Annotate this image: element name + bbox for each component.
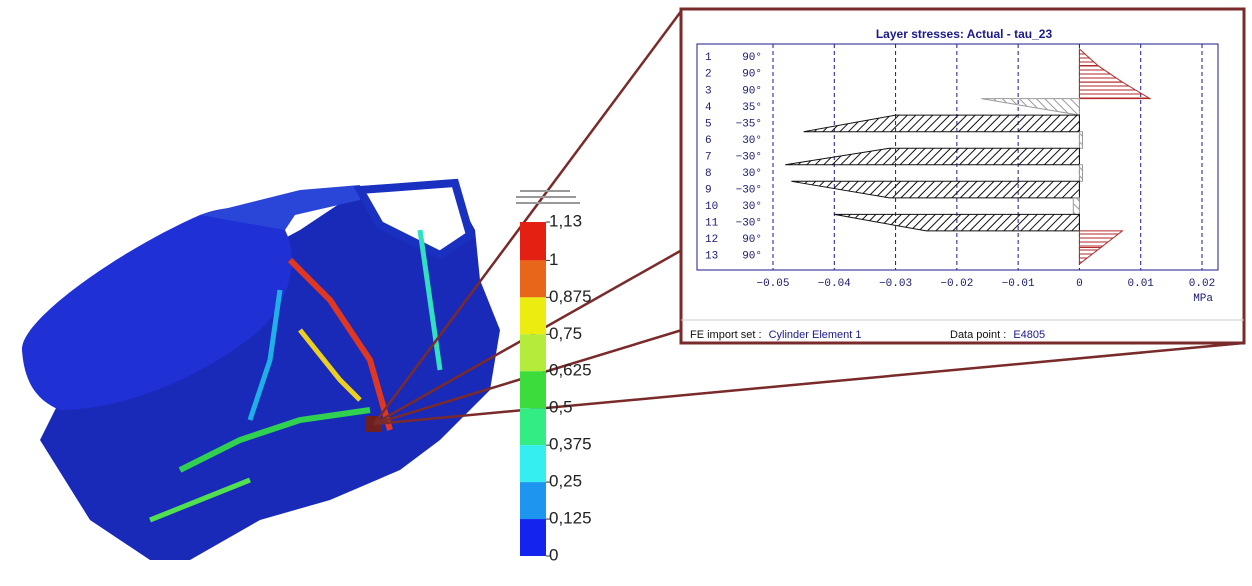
x-tick-label: 0 bbox=[1076, 278, 1083, 290]
layer-number: 1 bbox=[705, 52, 712, 64]
colorbar-label: 0 bbox=[549, 545, 558, 564]
colorbar-label: 0,875 bbox=[549, 287, 592, 306]
layer-angle: 30° bbox=[742, 135, 762, 147]
layer-angle: −35° bbox=[736, 118, 762, 130]
layer-number: 8 bbox=[705, 168, 712, 180]
layer-angle: 90° bbox=[742, 234, 762, 246]
x-tick-label: −0.01 bbox=[1002, 278, 1035, 290]
layer-stress bbox=[1078, 246, 1103, 266]
colorbar-header bbox=[516, 190, 580, 204]
x-tick-label: −0.04 bbox=[818, 278, 851, 290]
plot-frame bbox=[696, 43, 1219, 271]
layer-stress bbox=[981, 98, 1080, 116]
layer-angle: 90° bbox=[742, 251, 762, 263]
plot: −0.05 −0.04 −0.03 −0.02 −0.01 0 0.01 0.02 1 90° 2 9… bbox=[705, 44, 1215, 290]
x-tick-label: 0.02 bbox=[1189, 278, 1215, 290]
footer: FE import set : Cylinder Element 1 Data … bbox=[690, 329, 1045, 341]
layer-number: 2 bbox=[705, 69, 712, 81]
layer-number: 12 bbox=[705, 234, 718, 246]
colorbar-swatch bbox=[520, 334, 546, 372]
colorbar-swatch bbox=[520, 260, 546, 298]
colorbar-label: 0,375 bbox=[549, 435, 592, 454]
x-tick-label: 0.01 bbox=[1128, 278, 1155, 290]
layer-number: 6 bbox=[705, 135, 712, 147]
colorbar-label: 1,13 bbox=[549, 211, 582, 230]
layer-number: 11 bbox=[705, 218, 719, 230]
layer-stress bbox=[785, 147, 1080, 166]
x-axis-label: MPa bbox=[1193, 293, 1213, 305]
layer-number: 4 bbox=[705, 102, 712, 114]
footer-label: FE import set : bbox=[690, 329, 762, 341]
layer-number: 5 bbox=[705, 118, 712, 130]
layer-number: 10 bbox=[705, 201, 718, 213]
layer-stress bbox=[1072, 197, 1080, 215]
layer-number: 7 bbox=[705, 151, 712, 163]
layer-number: 13 bbox=[705, 251, 718, 263]
footer-label: Data point : bbox=[950, 329, 1006, 341]
layer-number: 9 bbox=[705, 184, 712, 196]
layer-stress bbox=[1078, 164, 1083, 182]
layer-angle: 90° bbox=[742, 85, 762, 97]
layer-angle: 35° bbox=[742, 102, 762, 114]
inset-panel bbox=[679, 7, 1246, 345]
colorbar: 1,13 1 0,875 0,75 0,625 0,5 0,375 0,25 0,125 0 bbox=[520, 211, 592, 564]
x-tick-label: −0.03 bbox=[879, 278, 912, 290]
layer-stress bbox=[834, 213, 1080, 232]
colorbar-label: 0,25 bbox=[549, 472, 582, 491]
layer-number: 3 bbox=[705, 85, 712, 97]
layer-angle: 90° bbox=[742, 52, 762, 64]
colorbar-swatch bbox=[520, 445, 546, 483]
layer-stress bbox=[1078, 81, 1152, 100]
layer-angle: 30° bbox=[742, 168, 762, 180]
layer-stress bbox=[791, 180, 1080, 199]
x-tick-label: −0.02 bbox=[940, 278, 973, 290]
car-model bbox=[21, 178, 500, 560]
colorbar-swatch bbox=[520, 297, 546, 335]
layer-stress bbox=[803, 114, 1080, 133]
colorbar-label: 0,75 bbox=[549, 324, 582, 343]
colorbar-swatch bbox=[520, 371, 546, 409]
colorbar-label: 0,625 bbox=[549, 361, 592, 380]
colorbar-label: 1 bbox=[549, 250, 558, 269]
layer-angle: −30° bbox=[736, 151, 762, 163]
chart-title: Layer stresses: Actual - tau_23 bbox=[876, 27, 1053, 41]
layer-angle: 30° bbox=[742, 201, 762, 213]
x-tick-label: −0.05 bbox=[756, 278, 789, 290]
colorbar-label: 0,5 bbox=[549, 398, 573, 417]
colorbar-swatch bbox=[520, 408, 546, 446]
colorbar-swatch bbox=[520, 482, 546, 520]
layer-angle: 90° bbox=[742, 69, 762, 81]
footer-value: Cylinder Element 1 bbox=[769, 329, 862, 341]
layer-angle: −30° bbox=[736, 218, 762, 230]
colorbar-swatch bbox=[520, 222, 546, 261]
footer-value: E4805 bbox=[1013, 329, 1045, 341]
colorbar-label: 0,125 bbox=[549, 509, 592, 528]
colorbar-swatch bbox=[520, 519, 546, 556]
layer-stress bbox=[1078, 131, 1083, 149]
layer-angle: −30° bbox=[736, 184, 762, 196]
